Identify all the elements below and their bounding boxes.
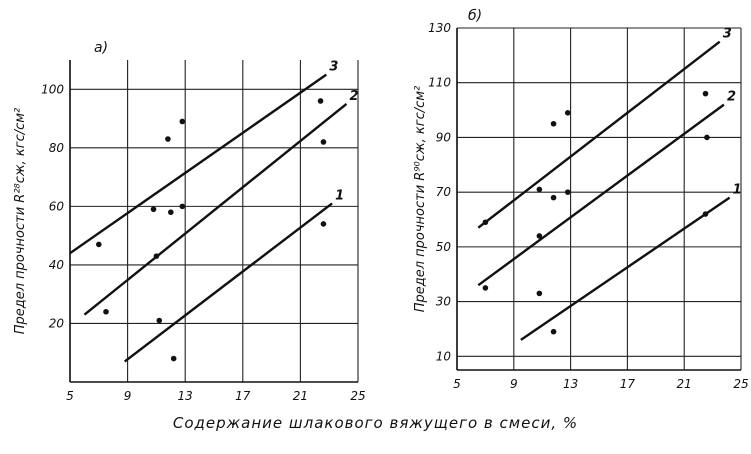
series-label-2: 2: [349, 89, 358, 104]
data-point: [103, 308, 109, 315]
x-tick-label: 9: [510, 377, 518, 391]
data-point: [170, 355, 177, 362]
x-tick-label: 13: [563, 377, 578, 391]
y-tick-label: 130: [428, 21, 451, 35]
data-point: [564, 189, 571, 195]
data-point: [536, 290, 543, 297]
x-tick-label: 25: [733, 377, 748, 391]
series-line-3: [477, 40, 721, 229]
series-label-3: 3: [329, 60, 338, 75]
x-tick-label: 21: [293, 389, 308, 403]
y-tick-label: 100: [41, 82, 64, 96]
series-label-3: 3: [723, 27, 732, 42]
y-tick-label: 90: [436, 130, 452, 144]
data-point: [482, 285, 489, 291]
data-point: [482, 219, 489, 226]
y-tick-label: 10: [436, 349, 452, 363]
x-tick-label: 5: [66, 389, 74, 403]
data-point: [179, 118, 186, 125]
panel-label: б): [468, 8, 482, 24]
y-tick-label: 20: [49, 316, 65, 330]
data-point: [550, 328, 557, 335]
data-point: [320, 139, 327, 145]
data-point: [150, 206, 157, 213]
data-point: [153, 253, 160, 259]
x-tick-label: 21: [677, 377, 692, 391]
y-tick-label: 60: [49, 199, 65, 213]
x-tick-label: 25: [350, 389, 365, 403]
y-tick-label: 80: [49, 141, 65, 155]
y-tick-label: 110: [428, 76, 451, 90]
series-label-2: 2: [727, 90, 736, 105]
data-point: [702, 90, 709, 97]
series-label-1: 1: [733, 183, 742, 198]
shared-x-axis-label: Содержание шлакового вяжущего в смеси, %: [172, 414, 579, 432]
x-tick-label: 17: [620, 377, 636, 391]
data-point: [317, 98, 324, 104]
y-tick-label: 70: [436, 185, 452, 199]
data-point: [702, 211, 709, 217]
x-tick-label: 17: [235, 389, 251, 403]
data-point: [550, 194, 557, 201]
data-point: [550, 120, 557, 127]
series-label-1: 1: [335, 188, 344, 203]
data-point: [165, 136, 171, 142]
data-point: [536, 233, 543, 239]
series-line-3: [69, 73, 328, 255]
data-point: [168, 209, 174, 216]
data-point: [704, 134, 710, 141]
series-line-2: [477, 103, 725, 287]
y-tick-label: 50: [436, 240, 452, 254]
y-axis-label: Предел прочности R²⁸сж, кгс/см²: [13, 108, 28, 335]
x-tick-label: 5: [453, 377, 461, 391]
data-point: [564, 110, 571, 116]
data-point: [179, 203, 186, 210]
series-line-2: [83, 102, 348, 316]
data-point: [96, 241, 102, 248]
x-tick-label: 13: [178, 389, 193, 403]
panel-label: а): [94, 40, 108, 56]
data-point: [536, 186, 543, 193]
series-line-1: [123, 202, 333, 363]
data-point: [320, 221, 327, 227]
x-tick-label: 9: [124, 389, 132, 403]
y-tick-label: 40: [49, 258, 65, 272]
y-tick-label: 30: [436, 295, 452, 309]
series-line-1: [520, 196, 731, 341]
data-point: [156, 317, 163, 324]
y-axis-label: Предел прочности R⁹⁰сж, кгс/см²: [413, 86, 428, 313]
